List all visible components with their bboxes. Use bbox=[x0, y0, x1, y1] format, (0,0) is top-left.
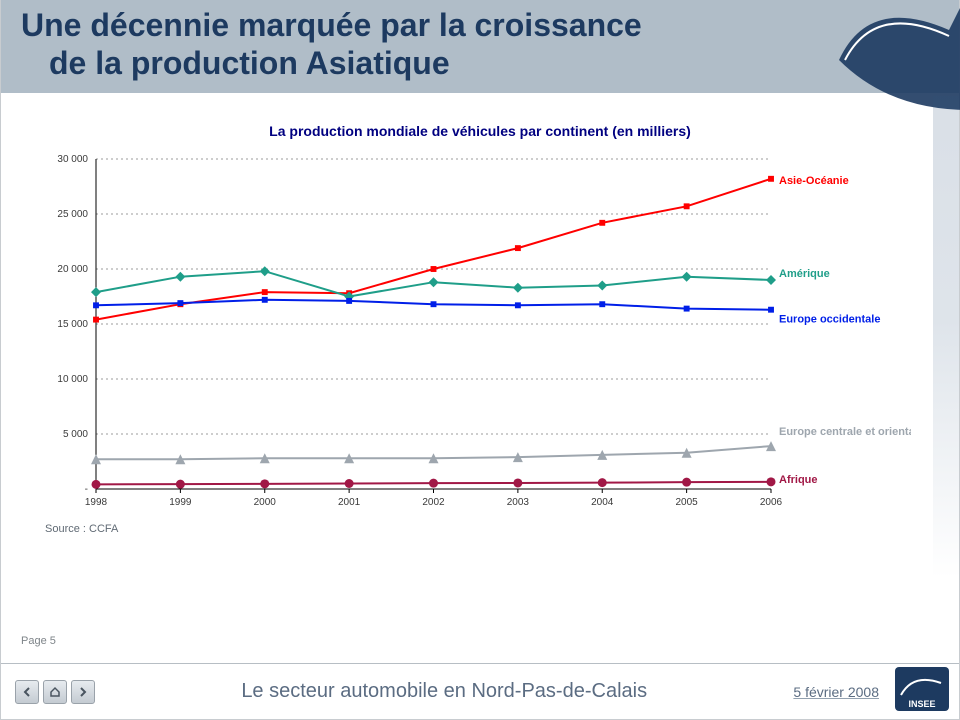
svg-text:10 000: 10 000 bbox=[57, 374, 88, 385]
slide: Une décennie marquée par la croissance d… bbox=[0, 0, 960, 720]
svg-text:INSEE: INSEE bbox=[908, 699, 935, 709]
line-chart: - 5 000 10 000 15 000 20 000 25 000 30 000 1998… bbox=[41, 149, 911, 519]
svg-text:Asie-Océanie: Asie-Océanie bbox=[779, 175, 849, 187]
svg-text:1999: 1999 bbox=[169, 497, 192, 508]
svg-text:1998: 1998 bbox=[85, 497, 108, 508]
svg-text:Europe centrale et orientale: Europe centrale et orientale bbox=[779, 426, 911, 438]
svg-text:2001: 2001 bbox=[338, 497, 361, 508]
footer-title: Le secteur automobile en Nord-Pas-de-Cal… bbox=[95, 680, 793, 703]
nav-home-button[interactable] bbox=[43, 680, 67, 704]
svg-text:2002: 2002 bbox=[422, 497, 445, 508]
chevron-left-icon bbox=[22, 687, 32, 697]
svg-text:2005: 2005 bbox=[676, 497, 699, 508]
svg-text:Afrique: Afrique bbox=[779, 474, 818, 486]
svg-text:2000: 2000 bbox=[254, 497, 277, 508]
nav-next-button[interactable] bbox=[71, 680, 95, 704]
svg-text:30 000: 30 000 bbox=[57, 154, 88, 165]
chart-source: Source : CCFA bbox=[45, 523, 919, 535]
footer-date: 5 février 2008 bbox=[793, 684, 879, 700]
svg-text:Amérique: Amérique bbox=[779, 268, 830, 280]
nav-prev-button[interactable] bbox=[15, 680, 39, 704]
svg-text:15 000: 15 000 bbox=[57, 319, 88, 330]
home-icon bbox=[49, 686, 61, 698]
svg-text:Europe occidentale: Europe occidentale bbox=[779, 313, 880, 325]
svg-text:20 000: 20 000 bbox=[57, 264, 88, 275]
page-number: Page 5 bbox=[21, 635, 56, 647]
svg-text:2004: 2004 bbox=[591, 497, 614, 508]
chart-title: La production mondiale de véhicules par … bbox=[41, 123, 919, 139]
corner-decoration bbox=[829, 0, 960, 110]
slide-title-line2: de la production Asiatique bbox=[49, 44, 943, 82]
svg-text:25 000: 25 000 bbox=[57, 209, 88, 220]
chevron-right-icon bbox=[78, 687, 88, 697]
chart-container: La production mondiale de véhicules par … bbox=[41, 123, 919, 535]
slide-title-line1: Une décennie marquée par la croissance bbox=[21, 6, 943, 44]
svg-text:-: - bbox=[85, 484, 88, 495]
nav-buttons bbox=[15, 680, 95, 704]
footer: Le secteur automobile en Nord-Pas-de-Cal… bbox=[1, 663, 959, 719]
right-stripe-decoration bbox=[933, 96, 959, 663]
title-band: Une décennie marquée par la croissance d… bbox=[1, 0, 959, 93]
svg-text:2006: 2006 bbox=[760, 497, 783, 508]
svg-text:2003: 2003 bbox=[507, 497, 530, 508]
svg-text:5 000: 5 000 bbox=[63, 429, 88, 440]
insee-logo: INSEE bbox=[895, 667, 949, 711]
